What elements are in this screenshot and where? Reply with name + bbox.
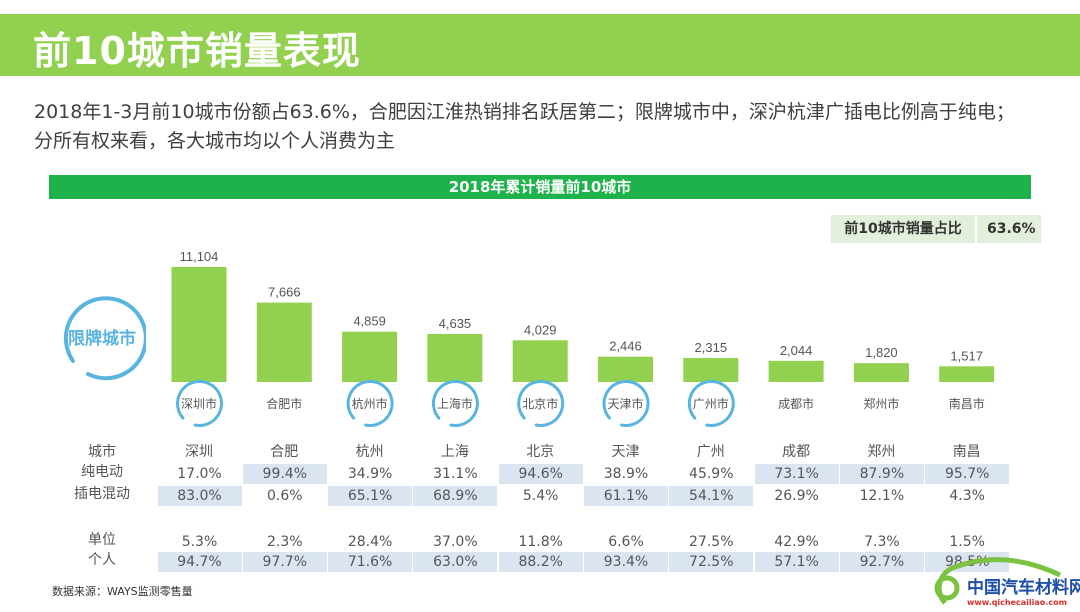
category-label: 北京市 <box>522 396 558 411</box>
svg-text:中国汽车材料网: 中国汽车材料网 <box>967 577 1080 598</box>
category-label: 天津市 <box>607 396 643 411</box>
restricted-ring-icon <box>346 379 394 427</box>
restricted-ring-icon <box>602 379 650 427</box>
restricted-ring-icon <box>687 379 735 427</box>
share-value: 63.6% <box>977 215 1041 243</box>
chart-title: 2018年累计销量前10城市 <box>49 175 1031 199</box>
data-source: 数据来源：WAYS监测零售量 <box>52 585 193 598</box>
data-label: 2,044 <box>780 343 813 358</box>
bar-上海市 <box>427 333 483 382</box>
category-label: 合肥市 <box>266 396 302 411</box>
data-label: 1,820 <box>865 345 898 360</box>
subtitle: 2018年1-3月前10城市份额占63.6%，合肥因江淮热销排名跃居第二；限牌城… <box>34 98 1074 156</box>
bar-北京市 <box>512 340 568 382</box>
restricted-legend: 限牌城市 <box>58 295 148 383</box>
bar-天津市 <box>598 356 653 382</box>
category-label: 郑州市 <box>863 396 899 411</box>
bar-深圳市 <box>171 267 227 382</box>
data-label: 2,315 <box>695 340 728 355</box>
restricted-ring-icon <box>517 379 565 427</box>
data-label: 2,446 <box>609 339 642 354</box>
restricted-ring-icon <box>431 379 479 427</box>
category-label: 杭州市 <box>352 396 388 411</box>
data-label: 1,517 <box>950 348 983 363</box>
category-label: 南昌市 <box>949 396 985 411</box>
bar-成都市 <box>768 360 824 382</box>
page-title: 前10城市销量表现 <box>33 29 361 73</box>
data-label: 7,666 <box>268 285 301 300</box>
bar-广州市 <box>683 358 739 382</box>
svg-text:www.qichecailiao.com: www.qichecailiao.com <box>967 598 1067 607</box>
bar-郑州市 <box>853 363 909 382</box>
subtitle-line-1: 2018年1-3月前10城市份额占63.6%，合肥因江淮热销排名跃居第二；限牌城… <box>34 101 1015 123</box>
watermark-logo: 中国汽车材料网 www.qichecailiao.com <box>915 553 1080 608</box>
category-label: 广州市 <box>693 396 729 411</box>
title-bar: 前10城市销量表现 <box>0 14 1080 76</box>
watermark-icon: 中国汽车材料网 www.qichecailiao.com <box>934 557 1080 607</box>
share-label: 前10城市销量占比 <box>831 215 975 243</box>
category-label: 成都市 <box>778 396 814 411</box>
data-label: 4,859 <box>353 314 386 329</box>
bar-合肥市 <box>256 302 312 382</box>
subtitle-line-2: 分所有权来看，各大城市均以个人消费为主 <box>34 130 396 152</box>
restricted-ring-icon <box>176 379 224 427</box>
data-label: 4,635 <box>439 316 472 331</box>
category-label: 上海市 <box>437 396 473 411</box>
share-box: 前10城市销量占比 63.6% <box>831 215 1041 243</box>
ring-icon <box>63 296 148 381</box>
bar-杭州市 <box>342 331 398 382</box>
data-label: 11,104 <box>180 249 219 264</box>
bar-南昌市 <box>939 366 995 382</box>
restricted-label: 限牌城市 <box>68 329 136 349</box>
category-label: 深圳市 <box>181 396 217 411</box>
data-label: 4,029 <box>524 322 557 337</box>
